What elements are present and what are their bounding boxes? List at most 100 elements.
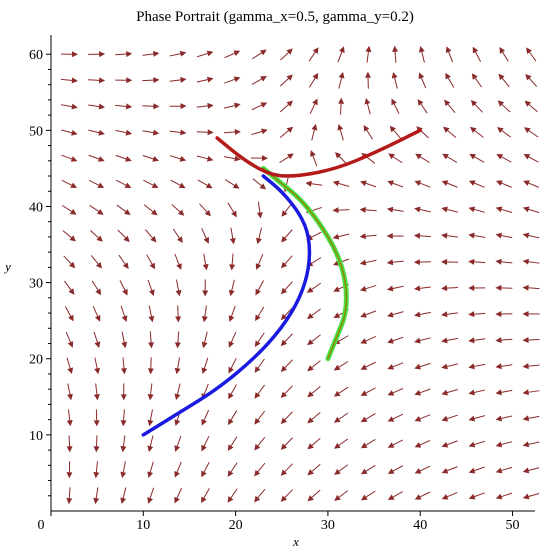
field-arrow [89,229,103,242]
field-arrow [468,311,486,318]
field-arrow [414,491,431,500]
field-arrow [306,282,322,293]
field-arrow [88,179,105,188]
field-arrow [498,73,510,88]
field-arrow [60,103,78,110]
trajectory-line [262,167,348,360]
field-arrow [254,488,266,503]
field-arrow [365,45,372,63]
field-arrow [413,232,431,239]
field-arrow [66,435,73,453]
field-arrow [201,228,209,244]
field-arrow [469,126,484,138]
field-arrow [88,154,105,162]
field-arrow [360,413,376,423]
field-arrow [171,204,185,216]
axes: 0 10 20 30 40 50 10 20 30 40 50 60 [29,35,535,533]
field-arrow [93,409,100,427]
field-arrow [147,461,154,478]
field-arrow [61,154,78,162]
field-arrow [254,462,266,477]
field-arrow [120,487,127,505]
field-arrow [360,180,377,188]
field-arrow [418,45,425,63]
field-arrow [60,77,78,84]
field-arrow [255,280,265,296]
field-arrow [120,435,127,453]
field-arrow [63,255,76,269]
field-arrow [414,180,431,188]
field-arrow [307,334,321,346]
x-tick-label: 20 [229,518,243,533]
field-arrow [93,461,100,479]
field-arrow [147,383,154,401]
field-arrow [468,285,486,292]
field-arrow [147,279,155,296]
field-arrow [254,332,265,347]
field-arrow [196,155,214,162]
field-arrow [279,126,294,138]
field-arrow [119,280,128,296]
field-arrow [61,129,78,136]
field-arrow [228,331,237,348]
field-arrow [169,76,187,83]
field-arrow [441,206,458,213]
field-arrow [359,259,377,266]
field-arrow [441,491,458,500]
field-arrow [441,337,458,344]
field-arrow [523,180,540,188]
field-arrow [387,465,403,474]
field-arrow [196,76,214,83]
field-arrow [175,279,182,297]
field-arrow [280,74,293,87]
field-arrow [495,180,512,188]
field-arrow [61,179,78,188]
field-arrow [88,51,106,58]
field-arrow [311,123,318,141]
field-arrow [254,358,265,373]
field-arrow [468,232,486,239]
field-arrow [201,462,210,478]
field-arrow [174,461,182,478]
field-arrow [280,385,293,399]
field-arrow [334,490,349,501]
vector-field [60,45,540,505]
field-arrow [65,331,74,348]
field-arrow [120,461,127,479]
field-arrow [334,464,349,475]
field-arrow [495,337,513,344]
field-arrow [196,102,214,109]
field-arrow [333,360,349,371]
field-arrow [495,206,513,213]
field-arrow [227,436,238,452]
field-arrow [280,437,293,450]
field-arrow [359,284,377,292]
field-arrow [364,97,371,115]
chart-title: Phase Portrait (gamma_x=0.5, gamma_y=0.2… [136,9,414,25]
field-arrow [224,76,241,84]
field-arrow [116,204,131,216]
field-arrow [201,435,210,452]
field-arrow [392,45,399,63]
field-arrow [305,180,323,187]
field-arrow [223,155,241,162]
field-arrow [227,202,237,218]
field-arrow [418,72,427,89]
field-arrow [522,232,540,239]
field-arrow [310,150,318,167]
x-tick-label: 50 [506,518,520,533]
field-arrow [495,441,513,448]
field-arrow [526,47,537,62]
field-arrow [307,463,321,476]
field-arrow [201,488,210,504]
field-arrow [142,103,160,110]
field-arrow [414,465,431,474]
field-arrow [522,441,540,448]
field-arrow [280,333,293,347]
field-arrow [175,305,182,323]
field-arrow [338,97,345,115]
field-arrow [146,254,156,270]
field-arrow [89,204,104,215]
field-arrow [255,227,263,245]
